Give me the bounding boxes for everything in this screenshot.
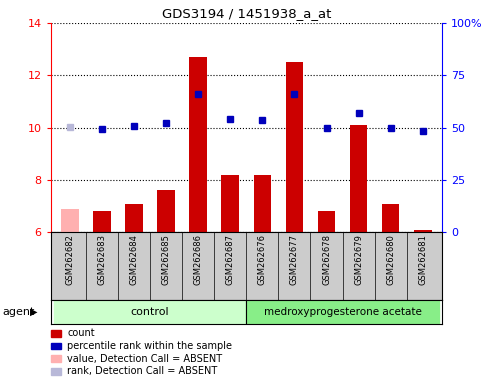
Bar <box>189 57 207 232</box>
Text: GSM262683: GSM262683 <box>98 234 107 285</box>
Bar <box>318 211 335 232</box>
Text: GSM262676: GSM262676 <box>258 234 267 285</box>
Text: GSM262684: GSM262684 <box>129 234 139 285</box>
Text: GSM262680: GSM262680 <box>386 234 395 285</box>
Text: value, Detection Call = ABSENT: value, Detection Call = ABSENT <box>67 354 222 364</box>
Text: GSM262677: GSM262677 <box>290 234 299 285</box>
Text: GSM262686: GSM262686 <box>194 234 203 285</box>
Bar <box>246 300 439 324</box>
Text: medroxyprogesterone acetate: medroxyprogesterone acetate <box>264 307 422 317</box>
Bar <box>222 175 239 232</box>
Text: GSM262685: GSM262685 <box>162 234 170 285</box>
Bar <box>254 175 271 232</box>
Bar <box>61 209 79 232</box>
Text: GSM262678: GSM262678 <box>322 234 331 285</box>
Text: GSM262681: GSM262681 <box>418 234 427 285</box>
Title: GDS3194 / 1451938_a_at: GDS3194 / 1451938_a_at <box>162 7 331 20</box>
Bar <box>350 125 368 232</box>
Bar <box>125 204 143 232</box>
Text: percentile rank within the sample: percentile rank within the sample <box>67 341 232 351</box>
Bar <box>54 300 246 324</box>
Bar <box>285 62 303 232</box>
Text: control: control <box>131 307 170 317</box>
Bar <box>93 211 111 232</box>
Text: rank, Detection Call = ABSENT: rank, Detection Call = ABSENT <box>67 366 217 376</box>
Text: count: count <box>67 328 95 338</box>
Text: GSM262682: GSM262682 <box>66 234 74 285</box>
Text: agent: agent <box>2 307 35 317</box>
Text: GSM262687: GSM262687 <box>226 234 235 285</box>
Bar <box>414 230 431 232</box>
Bar <box>382 204 399 232</box>
Bar <box>157 190 175 232</box>
Text: GSM262679: GSM262679 <box>354 234 363 285</box>
Text: ▶: ▶ <box>30 307 38 317</box>
